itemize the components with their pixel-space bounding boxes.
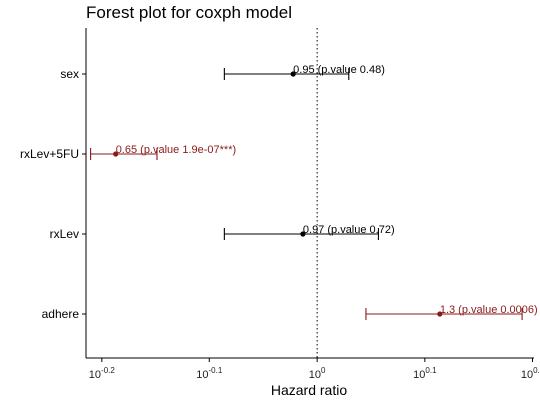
point-estimate [113, 151, 119, 157]
y-tick-label: sex [60, 67, 79, 81]
x-tick-label: 10-0.2 [89, 366, 116, 381]
y-tick-label: adhere [42, 307, 80, 321]
point-estimate [300, 231, 306, 237]
point-estimate [290, 71, 296, 77]
estimate-label: 0.97 (p.value 0.72) [303, 224, 395, 236]
x-tick-label: 100 [309, 366, 326, 381]
y-tick-label: rxLev [50, 227, 79, 241]
estimate-label: 1.3 (p.value 0.0006) [440, 304, 538, 316]
point-estimate [437, 311, 443, 317]
x-tick-label: 10-0.1 [196, 366, 223, 381]
estimate-label: 0.65 (p.value 1.9e-07***) [116, 144, 236, 156]
x-tick-label: 100.2 [521, 366, 540, 381]
plot-axes: 10-0.2 10-0.1 100 100.1 100.2 Hazard ratio sex… [20, 28, 540, 398]
y-tick-label: rxLev+5FU [20, 147, 79, 161]
x-axis-label: Hazard ratio [271, 382, 347, 398]
estimate-label: 0.95 (p.value 0.48) [293, 64, 385, 76]
chart-title: Forest plot for coxph model [86, 3, 292, 22]
x-tick-label: 100.1 [413, 366, 437, 381]
plot-marks: 0.95 (p.value 0.48) 0.65 (p.value 1.9e-07… [90, 64, 538, 320]
